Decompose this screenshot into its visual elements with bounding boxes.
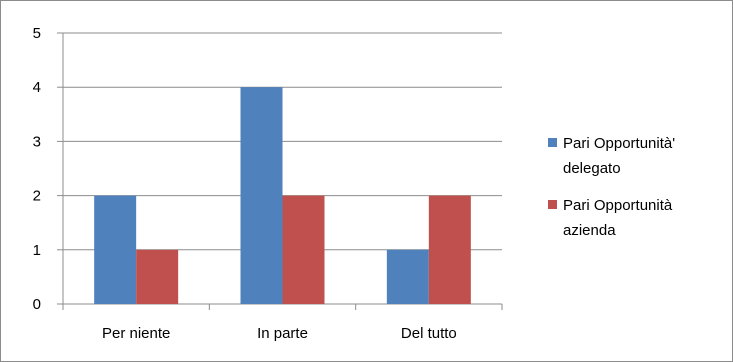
- legend-swatch: [548, 200, 557, 209]
- x-axis-category-labels: Per niente In parte Del tutto: [102, 325, 457, 342]
- y-tick-label: 3: [33, 133, 41, 150]
- bar-azienda-del-tutto: [428, 195, 471, 304]
- y-tick-label: 1: [33, 242, 41, 259]
- legend-swatch: [548, 138, 557, 147]
- y-tick-label: 4: [33, 79, 41, 96]
- legend-label: delegato: [563, 160, 621, 177]
- x-category-label: In parte: [257, 325, 308, 342]
- legend-label: Pari Opportunità': [563, 135, 675, 152]
- legend-label: Pari Opportunità: [563, 197, 673, 214]
- y-tick-label: 2: [33, 188, 41, 205]
- legend-label: azienda: [563, 222, 616, 239]
- y-tick-label: 0: [33, 296, 41, 313]
- y-tick-label: 5: [33, 25, 41, 42]
- x-category-label: Per niente: [102, 325, 170, 342]
- legend: Pari Opportunità' delegato Pari Opportunit…: [548, 135, 675, 239]
- y-axis-tick-labels: 0 1 2 3 4 5: [33, 25, 41, 313]
- x-category-label: Del tutto: [401, 325, 457, 342]
- bar-delegato-per-niente: [94, 195, 137, 304]
- bar-azienda-per-niente: [136, 249, 179, 304]
- bar-delegato-del-tutto: [386, 249, 429, 304]
- bar-delegato-in-parte: [240, 87, 283, 304]
- bar-azienda-in-parte: [282, 195, 325, 304]
- bars: [94, 87, 471, 304]
